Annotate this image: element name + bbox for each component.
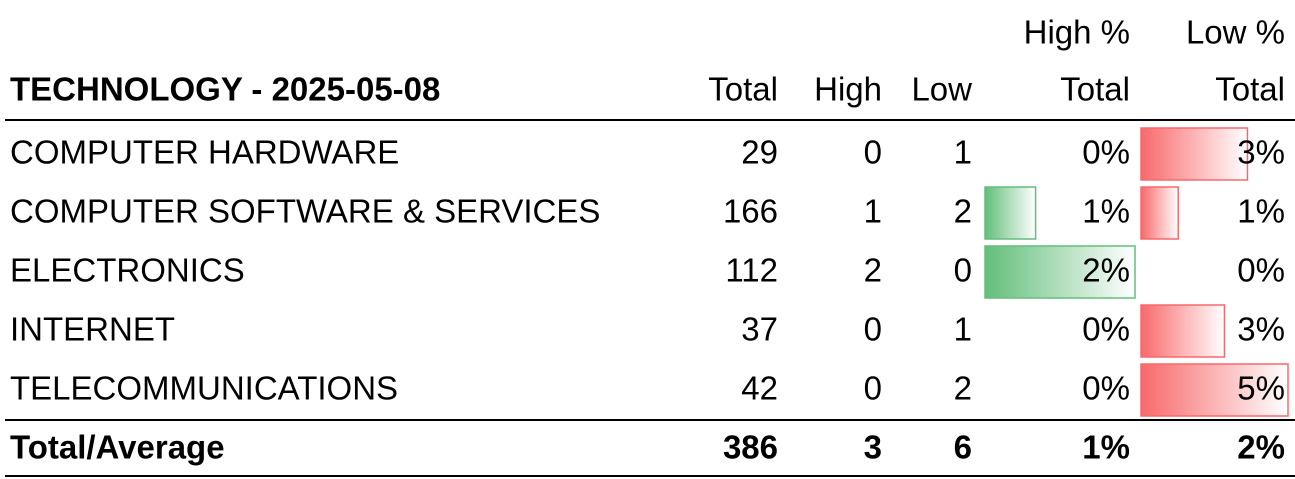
data-bar: [984, 186, 1037, 240]
cell: 1: [954, 311, 972, 348]
cell: 0%: [1082, 311, 1130, 348]
cell: 386: [723, 429, 778, 466]
title: TECHNOLOGY - 2025-05-08: [10, 71, 440, 108]
column-header: Total: [708, 71, 778, 108]
cell: 1: [954, 134, 972, 171]
data-bar: [1140, 304, 1226, 358]
data-bar: [984, 245, 1136, 299]
cell: 0: [864, 134, 882, 171]
cell: 0%: [1237, 252, 1285, 289]
row-label: INTERNET: [10, 311, 175, 348]
row-label: Total/Average: [10, 429, 225, 466]
cell: 3: [864, 429, 882, 466]
column-header: Total: [1215, 71, 1285, 108]
cell: 42: [741, 370, 778, 407]
cell: 2: [954, 370, 972, 407]
cell: 166: [723, 193, 778, 230]
row-label: TELECOMMUNICATIONS: [10, 370, 398, 407]
column-header: Low: [911, 71, 972, 108]
cell: 112: [725, 252, 778, 289]
column-header: Low %: [1186, 14, 1285, 51]
cell: 5%: [1237, 370, 1285, 407]
cell: 2: [864, 252, 882, 289]
cell: 0: [864, 311, 882, 348]
column-header: High: [814, 71, 882, 108]
row-label: COMPUTER SOFTWARE & SERVICES: [10, 193, 600, 230]
cell: 2: [954, 193, 972, 230]
cell: 1: [864, 193, 882, 230]
column-header: High %: [1024, 14, 1130, 51]
column-header: Total: [1060, 71, 1130, 108]
cell: 6: [954, 429, 972, 466]
cell: 3%: [1237, 311, 1285, 348]
cell: 1%: [1082, 429, 1130, 466]
cell: 1%: [1082, 193, 1130, 230]
cell: 3%: [1237, 134, 1285, 171]
row-label: COMPUTER HARDWARE: [10, 134, 399, 171]
cell: 0%: [1082, 134, 1130, 171]
cell: 2%: [1237, 429, 1285, 466]
cell: 0%: [1082, 370, 1130, 407]
data-bar: [1140, 186, 1179, 240]
data-bar: [1140, 127, 1249, 181]
cell: 2%: [1082, 252, 1130, 289]
cell: 1%: [1237, 193, 1285, 230]
cell: 29: [741, 134, 778, 171]
data-bar: [1140, 363, 1289, 417]
cell: 0: [864, 370, 882, 407]
cell: 37: [741, 311, 778, 348]
cell: 0: [954, 252, 972, 289]
row-label: ELECTRONICS: [10, 252, 245, 289]
